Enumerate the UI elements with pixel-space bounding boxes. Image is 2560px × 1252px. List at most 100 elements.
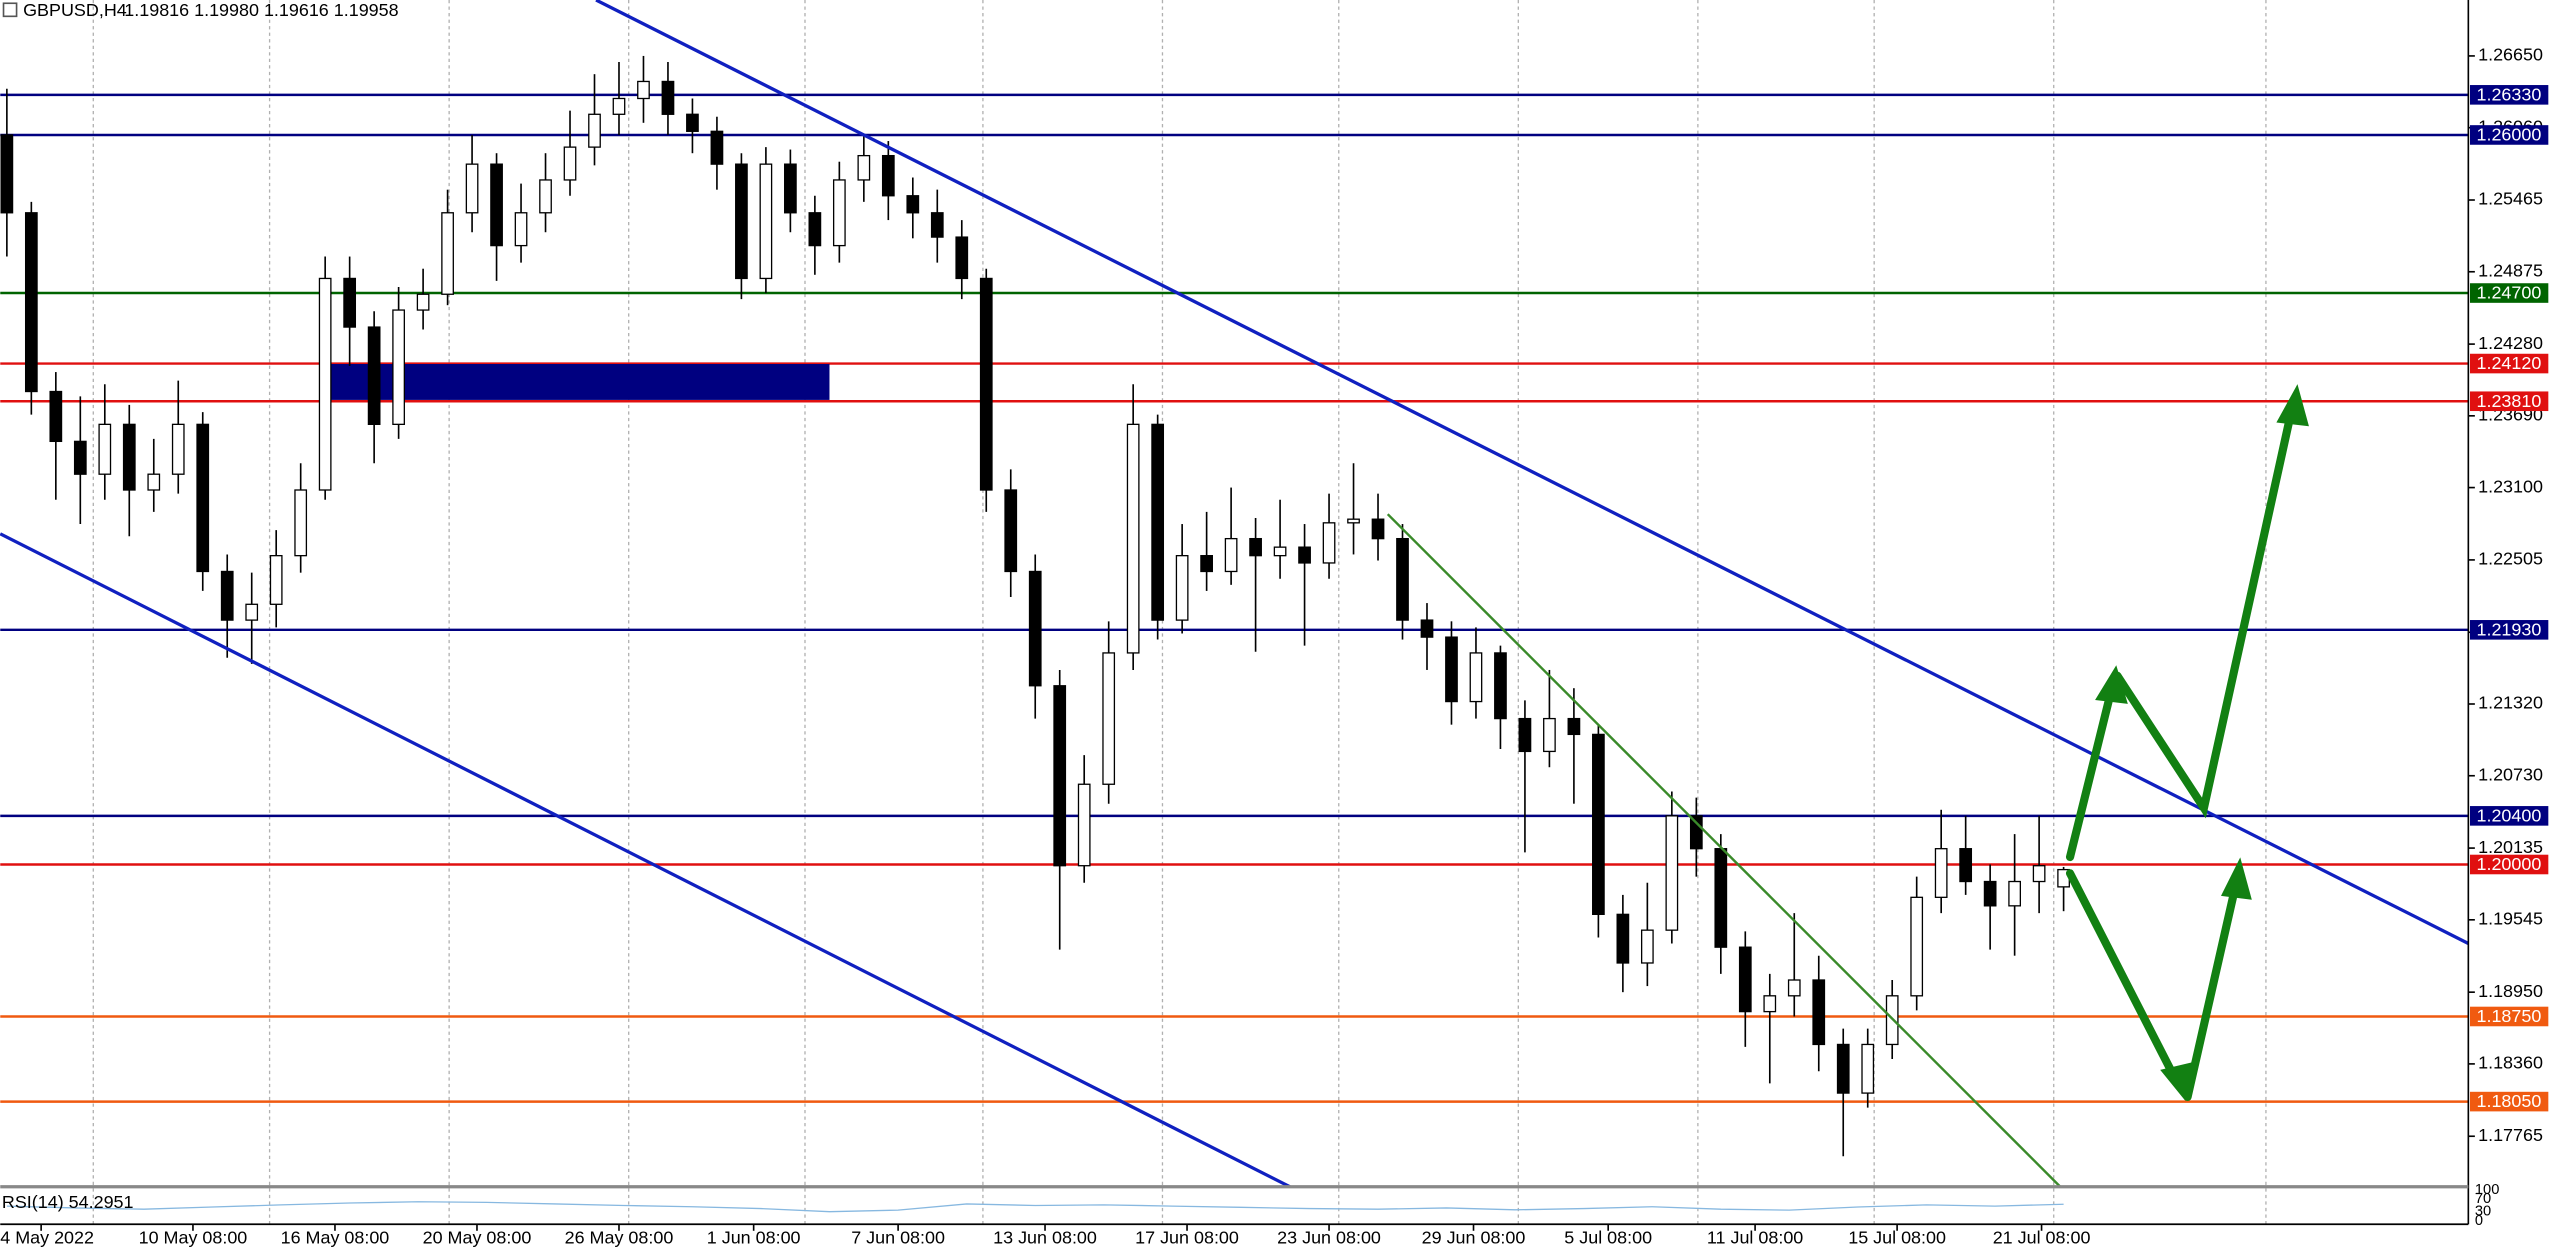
x-tick-label: 26 May 08:00 (565, 1228, 674, 1248)
arrow (2113, 404, 2297, 819)
level-label: 1.18750 (2477, 1006, 2542, 1026)
candle-body (490, 163, 503, 247)
rsi-tick-label: 70 (2475, 1191, 2491, 1207)
zone-box (320, 364, 830, 400)
y-tick-label: 1.24875 (2478, 260, 2543, 280)
level-tag (2469, 1091, 2549, 1112)
candle-body (1273, 546, 1287, 557)
candle-body (416, 293, 430, 311)
x-tick-label: 7 Jun 08:00 (851, 1228, 945, 1248)
candle-body (73, 440, 87, 475)
candle-body (2032, 865, 2046, 883)
candle-body (930, 212, 944, 238)
candle-body (2008, 880, 2021, 907)
level-tag (2469, 806, 2549, 826)
level-tag (2469, 620, 2549, 640)
level-tag (2469, 391, 2549, 412)
arrow-head (2220, 857, 2252, 900)
candle-body (1738, 946, 1752, 1013)
header-title: GBPUSD,H4 (23, 0, 127, 20)
level-label: 1.26000 (2477, 125, 2542, 145)
candle-body (1518, 717, 1532, 753)
x-tick-label: 13 Jun 08:00 (993, 1228, 1097, 1248)
candle-body (1983, 880, 1997, 907)
candle-body (1640, 929, 1654, 964)
candle-body (1175, 555, 1189, 621)
candle-body (514, 212, 528, 247)
level-label: 1.18050 (2477, 1091, 2542, 1111)
y-tick-label: 1.20730 (2478, 764, 2543, 784)
y-tick-label: 1.17765 (2478, 1125, 2543, 1145)
x-tick-label: 10 May 08:00 (139, 1228, 248, 1248)
candle-body (294, 489, 308, 557)
rsi-label: RSI(14) 54.2951 (2, 1192, 134, 1212)
candle-body (1445, 636, 1458, 703)
x-tick-label: 17 Jun 08:00 (1135, 1228, 1239, 1248)
candle-body (955, 236, 969, 280)
header-icon (2, 2, 18, 18)
candle-body (979, 277, 993, 491)
candle-body (1494, 652, 1507, 720)
level-tag (2469, 85, 2549, 105)
candle-body (1616, 913, 1630, 964)
candle-body (1689, 815, 1703, 850)
candle-body (1102, 652, 1116, 785)
candle-body (98, 423, 112, 475)
candle-body (588, 113, 601, 148)
grid (92, 0, 2267, 1225)
candle-body (661, 80, 675, 115)
x-tick-label: 20 May 08:00 (423, 1228, 532, 1248)
y-tick-label: 1.20135 (2478, 837, 2543, 857)
level-label: 1.26330 (2477, 84, 2542, 104)
channel-lower (0, 532, 1291, 1189)
candle-body (759, 163, 773, 280)
candle-body (1959, 848, 1973, 883)
arrow (2065, 681, 2117, 862)
candle-body (1592, 733, 1605, 916)
candle-body (808, 212, 822, 247)
y-tick-label: 1.26650 (2478, 45, 2543, 65)
candle-body (196, 423, 210, 573)
candle-body (171, 423, 185, 475)
candle-body (122, 423, 136, 491)
header-quote: 1.19816 1.19980 1.19616 1.19958 (124, 0, 398, 20)
candle-body (1322, 522, 1336, 564)
x-tick-label: 4 May 2022 (0, 1228, 94, 1248)
candle-body (539, 179, 552, 214)
x-tick-label: 11 Jul 08:00 (1707, 1228, 1803, 1248)
candle-body (1787, 979, 1801, 997)
candle-body (1567, 717, 1581, 736)
candle-body (1347, 518, 1360, 524)
x-tick-label: 21 Jul 08:00 (1993, 1228, 2091, 1248)
level-label: 1.23810 (2477, 391, 2542, 411)
candle-body (1420, 619, 1434, 638)
y-tick-label: 1.18360 (2478, 1053, 2543, 1073)
candle-body (220, 570, 234, 621)
rsi-tick-label: 0 (2475, 1213, 2483, 1229)
candle-body (1714, 848, 1728, 948)
candle-body (1836, 1043, 1850, 1094)
candle-body (465, 163, 479, 214)
arrow (2065, 869, 2181, 1085)
candle-body (1249, 537, 1262, 557)
candle-body (392, 309, 405, 425)
candle-body (1298, 546, 1311, 564)
candle-body (1934, 848, 1948, 898)
level-label: 1.24120 (2477, 353, 2542, 373)
candles (0, 55, 2070, 1157)
candle-body (24, 212, 38, 393)
candle-body (1004, 489, 1018, 573)
x-tick-label: 16 May 08:00 (281, 1228, 390, 1248)
candle-body (1763, 995, 1777, 1013)
candle-body (1812, 979, 1826, 1046)
y-tick-label: 1.18950 (2478, 981, 2543, 1001)
candle-body (1910, 896, 1924, 997)
x-tick-label: 1 Jun 08:00 (707, 1228, 801, 1248)
x-tick-label: 5 Jul 08:00 (1564, 1228, 1652, 1248)
channel-upper (595, 0, 2470, 945)
level-label: 1.21930 (2477, 619, 2542, 639)
candle-body (147, 473, 161, 491)
candle-body (1665, 815, 1679, 931)
candle-body (637, 80, 650, 100)
